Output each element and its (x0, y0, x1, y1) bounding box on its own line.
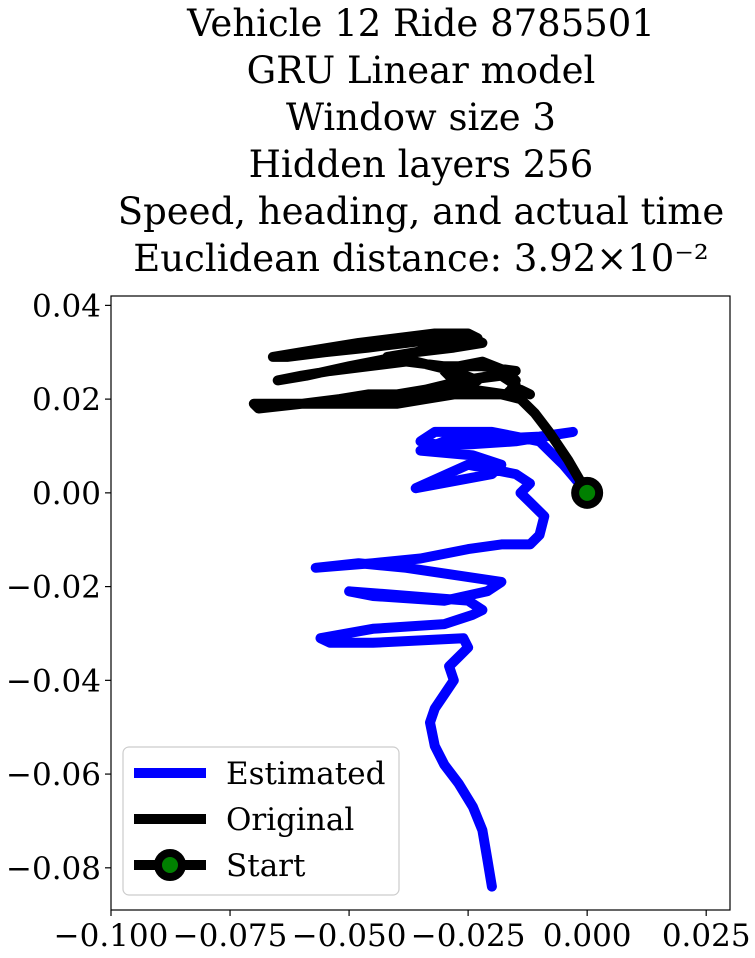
title-line: GRU Linear model (247, 49, 596, 92)
x-tick-label: 0.025 (662, 918, 751, 954)
legend: Estimated Original Start (122, 746, 400, 896)
title-line: Euclidean distance: 3.92×10⁻² (133, 237, 708, 280)
legend-label-original: Original (226, 802, 354, 838)
legend-label-estimated: Estimated (226, 756, 385, 792)
y-tick-label: −0.06 (6, 757, 101, 793)
legend-box (122, 746, 400, 896)
legend-label-start: Start (226, 848, 306, 884)
x-tick-label: −0.075 (173, 918, 288, 954)
plot-frame (110, 295, 731, 911)
legend-start-marker (154, 849, 186, 881)
y-tick-label: 0.00 (32, 476, 101, 512)
y-tick-label: −0.04 (6, 663, 101, 699)
title-line: Speed, heading, and actual time (118, 190, 725, 233)
y-tick-label: −0.02 (6, 570, 101, 606)
y-axis: 0.04 0.02 0.00 −0.02 −0.04 −0.06 −0.08 (6, 288, 111, 887)
x-tick-label: 0.000 (543, 918, 632, 954)
x-tick-label: −0.025 (411, 918, 526, 954)
y-tick-label: 0.04 (32, 288, 101, 324)
title-line: Vehicle 12 Ride 8785501 (186, 2, 655, 45)
title-line: Hidden layers 256 (249, 143, 594, 186)
y-tick-label: −0.08 (6, 851, 101, 887)
title-line: Window size 3 (286, 96, 556, 139)
x-axis: −0.100 −0.075 −0.050 −0.025 0.000 0.025 (54, 910, 751, 954)
series-line-estimated (310, 426, 593, 892)
x-tick-label: −0.050 (292, 918, 407, 954)
start-point-marker (571, 476, 604, 509)
x-tick-label: −0.100 (54, 918, 169, 954)
plot-series (248, 328, 604, 892)
series-line-original (248, 328, 593, 498)
y-tick-label: 0.02 (32, 382, 101, 418)
